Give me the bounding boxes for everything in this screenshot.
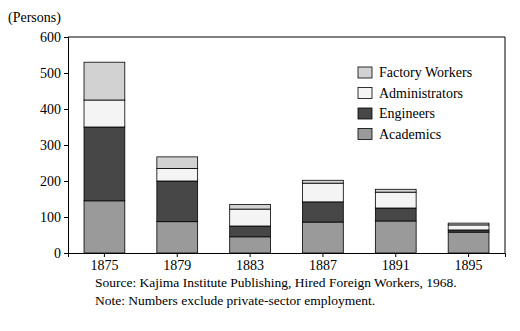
bar	[157, 157, 198, 169]
tick: 400	[40, 102, 68, 117]
bar	[448, 223, 489, 225]
tick: 300	[40, 138, 68, 153]
tick: 1875	[90, 253, 118, 273]
tick-mark	[177, 253, 178, 257]
legend-label: Administrators	[379, 86, 463, 101]
tick: 1895	[455, 253, 483, 273]
tick-mark	[395, 253, 396, 257]
bar	[84, 127, 125, 201]
legend-label: Factory Workers	[379, 65, 472, 80]
legend-item: Engineers	[358, 106, 435, 121]
axis-line	[69, 254, 506, 258]
tick-mark	[104, 253, 105, 257]
tick-mark	[468, 253, 469, 257]
bar	[303, 183, 344, 202]
bar	[375, 192, 416, 208]
tick-label: 300	[40, 138, 61, 153]
bar	[157, 168, 198, 181]
legend: Factory Workers Administrators Engineers Ac…	[358, 65, 472, 142]
tick-label: 600	[40, 30, 61, 45]
bar	[375, 221, 416, 253]
tick: 1887	[309, 253, 337, 273]
bar	[157, 181, 198, 222]
frame	[68, 37, 505, 38]
tick-mark	[64, 253, 68, 254]
legend-swatch	[358, 129, 372, 140]
bar	[303, 180, 344, 183]
tick-mark	[64, 217, 68, 218]
bar	[84, 201, 125, 253]
bar	[303, 202, 344, 222]
bar	[84, 62, 125, 100]
tick-label: 400	[40, 102, 61, 117]
tick-mark	[64, 181, 68, 182]
tick-mark	[64, 37, 68, 38]
tick-label: 1879	[163, 258, 191, 273]
legend-item: Factory Workers	[358, 65, 472, 80]
bar	[230, 209, 271, 226]
tick-mark	[250, 253, 251, 257]
bar	[448, 232, 489, 253]
tick-mark	[64, 145, 68, 146]
axis-title: (Persons)	[8, 10, 61, 26]
bar	[230, 237, 271, 253]
tick: 200	[40, 174, 68, 189]
plot: 0100200300400500600187518791883188718911…	[40, 30, 506, 273]
annotation: Source: Kajima Institute Publishing, Hir…	[95, 275, 457, 290]
tick-label: 200	[40, 174, 61, 189]
legend-label: Academics	[379, 127, 441, 142]
tick: 0	[54, 246, 68, 261]
legend-label: Engineers	[379, 106, 435, 121]
tick-label: 1883	[236, 258, 264, 273]
tick: 1879	[163, 253, 191, 273]
tick: 1891	[382, 253, 410, 273]
bar	[157, 222, 198, 253]
bar	[230, 226, 271, 237]
tick: 100	[40, 210, 68, 225]
annotation: Note: Numbers exclude private-sector emp…	[95, 293, 375, 308]
tick-label: 1887	[309, 258, 337, 273]
axis-line	[64, 38, 69, 254]
bar	[303, 222, 344, 253]
tick-mark	[322, 253, 323, 257]
tick-label: 500	[40, 66, 61, 81]
legend-swatch	[358, 88, 372, 99]
legend-swatch	[358, 67, 372, 78]
legend-swatch	[358, 108, 372, 119]
tick-label: 1875	[90, 258, 118, 273]
bar	[448, 225, 489, 230]
tick-label: 1895	[455, 258, 483, 273]
legend-item: Administrators	[358, 86, 463, 101]
bar	[375, 208, 416, 221]
tick-label: 0	[54, 246, 61, 261]
tick-label: 1891	[382, 258, 410, 273]
bar	[375, 189, 416, 192]
y-axis: 0 100 200 300 400 500 600	[40, 30, 69, 261]
tick-mark	[64, 73, 68, 74]
tick-mark	[64, 109, 68, 110]
frame	[505, 37, 506, 253]
bar	[230, 204, 271, 209]
tick: 500	[40, 66, 68, 81]
bars	[84, 62, 489, 253]
x-axis: 1875 1879 1883 1887 1891 1895	[69, 253, 506, 273]
bar	[84, 100, 125, 127]
tick: 600	[40, 30, 68, 45]
tick: 1883	[236, 253, 264, 273]
legend-item: Academics	[358, 127, 441, 142]
tick-label: 100	[40, 210, 61, 225]
